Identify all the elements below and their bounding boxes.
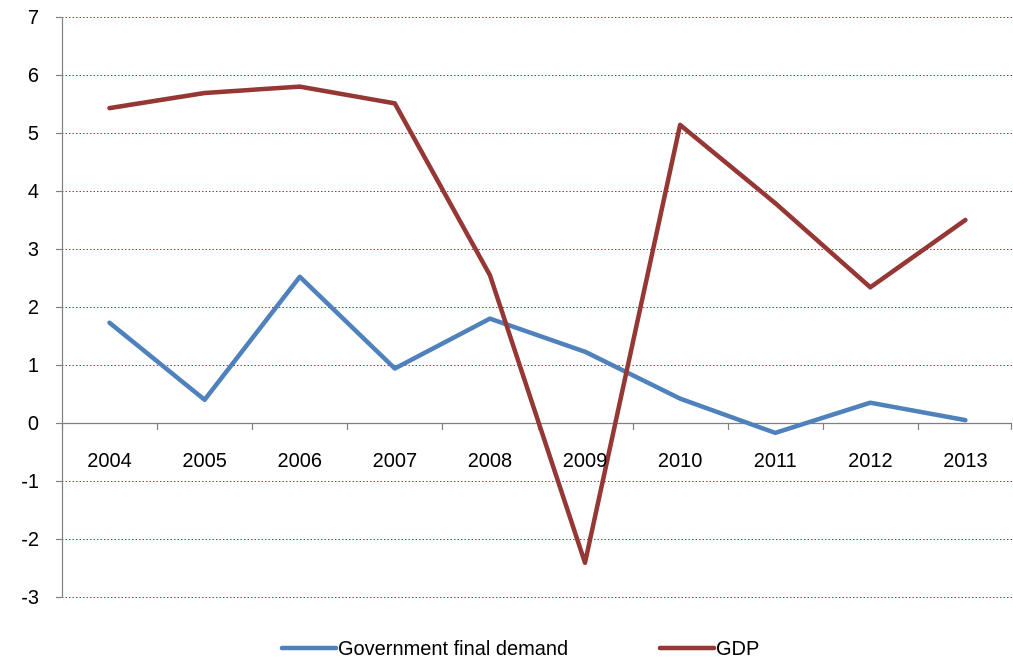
x-tick-label: 2005 [182,450,227,472]
series-line [107,84,968,566]
x-tick-label: 2007 [373,450,418,472]
y-tick-label: 5 [28,123,39,145]
gridlines [62,17,1012,598]
x-tick-label: 2006 [278,450,323,472]
y-tick-label: 4 [28,181,39,203]
x-tick-label: 2013 [943,450,988,472]
legend: Government final demand GDP [279,638,759,660]
y-tick-label: 1 [28,355,39,377]
x-tick-label: 2011 [754,450,797,472]
legend-label: GDP [716,638,759,660]
x-tick-label: 2009 [563,450,608,472]
x-tick-label: 2012 [848,450,893,472]
y-tick-label: 0 [28,413,39,435]
y-tick-label: 3 [28,239,39,261]
x-tick-label: 2004 [87,450,132,472]
x-tick-label: 2010 [658,450,703,472]
y-tick-label: -2 [21,529,39,551]
tick-labels: -3 -2 -1 0 1 2 3 4 5 6 7 2004 2005 2006 2007 2008 2009 20… [21,7,987,609]
y-tick-label: 6 [28,65,39,87]
legend-label: Government final demand [338,638,568,660]
series-line [107,274,968,436]
series-lines [107,84,968,566]
y-tick-label: 2 [28,297,39,319]
y-tick-label: -1 [21,471,39,493]
y-tick-label: 7 [28,7,39,29]
y-tick-label: -3 [21,587,39,609]
x-tick-label: 2008 [468,450,513,472]
